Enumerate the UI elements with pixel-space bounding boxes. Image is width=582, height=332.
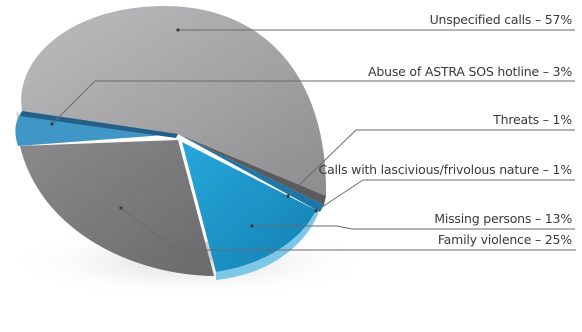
leader-family (120, 207, 576, 251)
dot-abuse (50, 122, 54, 126)
slice-missing-persons-rim (216, 210, 318, 280)
leader-threats (287, 129, 575, 197)
dot-threats (286, 194, 290, 198)
dot-missing (250, 224, 254, 228)
label-unspecified-calls: Unspecified calls – 57% (430, 12, 573, 27)
label-family-violence: Family violence – 25% (438, 232, 572, 247)
slice-lascivious (178, 134, 324, 212)
label-abuse-hotline: Abuse of ASTRA SOS hotline – 3% (368, 64, 572, 79)
slice-unspecified-calls (21, 5, 327, 196)
label-lascivious: Calls with lascivious/frivolous nature –… (319, 162, 573, 177)
label-missing-persons: Missing persons – 13% (434, 211, 572, 226)
leader-abuse (51, 80, 575, 125)
leader-lines (51, 29, 576, 251)
dot-unspecified (176, 28, 180, 32)
slice-threats (178, 134, 326, 205)
callout-labels: Unspecified calls – 57% Abuse of ASTRA S… (319, 12, 573, 247)
label-threats: Threats – 1% (492, 112, 572, 127)
leader-dots (50, 28, 318, 228)
slice-abuse-hotline-edge (20, 111, 178, 138)
dot-lascivious (314, 209, 318, 213)
slice-missing-persons (182, 142, 316, 272)
leader-missing (252, 225, 575, 230)
dot-family (119, 206, 123, 210)
leader-lascivious (315, 179, 575, 212)
